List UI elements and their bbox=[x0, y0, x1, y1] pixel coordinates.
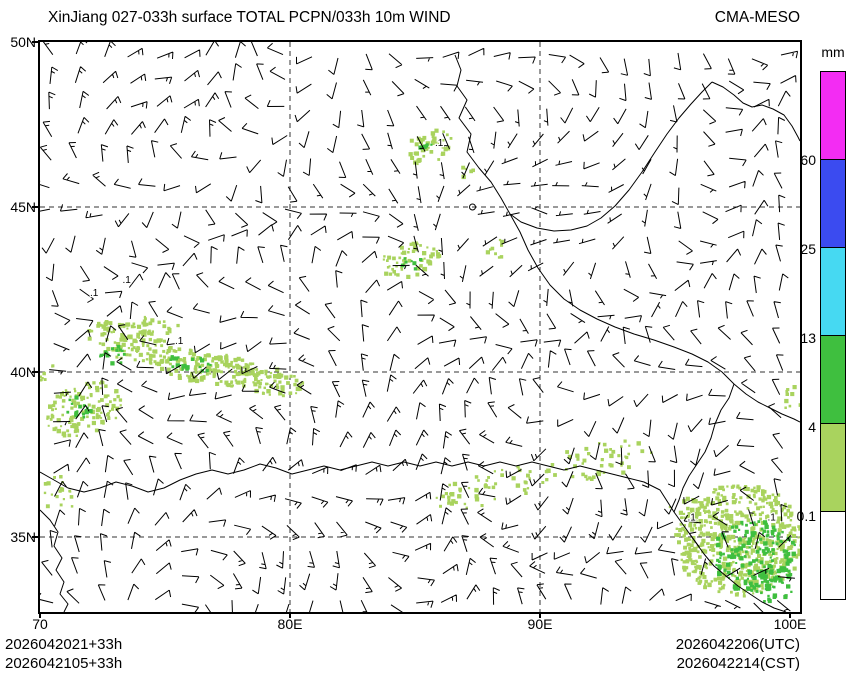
contour-label: .1 bbox=[123, 275, 132, 286]
contour-label: .1 bbox=[768, 513, 777, 524]
colorbar-segment bbox=[820, 159, 846, 248]
x-axis-label: 80E bbox=[277, 616, 303, 632]
x-axis-tick bbox=[289, 612, 291, 618]
y-axis-tick bbox=[32, 536, 38, 538]
y-axis-label: 45N bbox=[10, 199, 36, 215]
x-axis-tick bbox=[39, 612, 41, 618]
map-plot-area: .1 .1 .1 .1 .1 .1 bbox=[38, 40, 802, 614]
x-axis-tick bbox=[539, 612, 541, 618]
calm-wind-circle bbox=[469, 203, 476, 211]
contour-label: .1 bbox=[90, 288, 99, 299]
y-axis-label: 35N bbox=[10, 529, 36, 545]
y-axis-tick bbox=[32, 371, 38, 373]
footer-valid-time-cst: 2026042214(CST) bbox=[676, 655, 800, 672]
contour-label: .1 bbox=[435, 138, 444, 149]
x-axis-tick bbox=[789, 612, 791, 618]
x-axis-label: 70 bbox=[32, 616, 48, 632]
contour-labels: .1 .1 .1 .1 .1 .1 bbox=[89, 137, 778, 525]
y-axis-label: 50N bbox=[10, 34, 36, 50]
page-title: XinJiang 027-033h surface TOTAL PCPN/033… bbox=[48, 9, 451, 26]
colorbar-segment bbox=[820, 511, 846, 600]
colorbar-boundary-label: 25 bbox=[800, 241, 816, 257]
x-axis-label: 100E bbox=[773, 616, 807, 632]
precipitation-shading bbox=[40, 128, 800, 604]
footer-init-time-2: 2026042105+33h bbox=[5, 655, 123, 672]
colorbar-boundary-label: 60 bbox=[800, 152, 816, 168]
contour-label: .1 bbox=[175, 336, 184, 347]
wind-precip-map: .1 .1 .1 .1 .1 .1 bbox=[40, 42, 800, 612]
colorbar-boundary-label: 4 bbox=[808, 419, 816, 435]
colorbar-segment bbox=[820, 335, 846, 424]
colorbar-segment bbox=[820, 71, 846, 160]
wind-barbs bbox=[40, 42, 799, 612]
colorbar-segment bbox=[820, 423, 846, 512]
y-axis-tick bbox=[32, 206, 38, 208]
model-name-label: CMA-MESO bbox=[714, 9, 800, 26]
colorbar-boundary-label: 13 bbox=[800, 330, 816, 346]
colorbar-boundary-label: 0.1 bbox=[796, 508, 816, 524]
contour-label: .1 bbox=[688, 513, 697, 524]
footer-valid-time-utc: 2026042206(UTC) bbox=[675, 636, 800, 653]
colorbar-unit-label: mm bbox=[821, 44, 845, 60]
colorbar-segment bbox=[820, 247, 846, 336]
x-axis-label: 90E bbox=[527, 616, 553, 632]
y-axis-tick bbox=[32, 41, 38, 43]
y-axis-label: 40N bbox=[10, 364, 36, 380]
footer-init-time-1: 2026042021+33h bbox=[5, 636, 123, 653]
colorbar bbox=[820, 71, 846, 600]
